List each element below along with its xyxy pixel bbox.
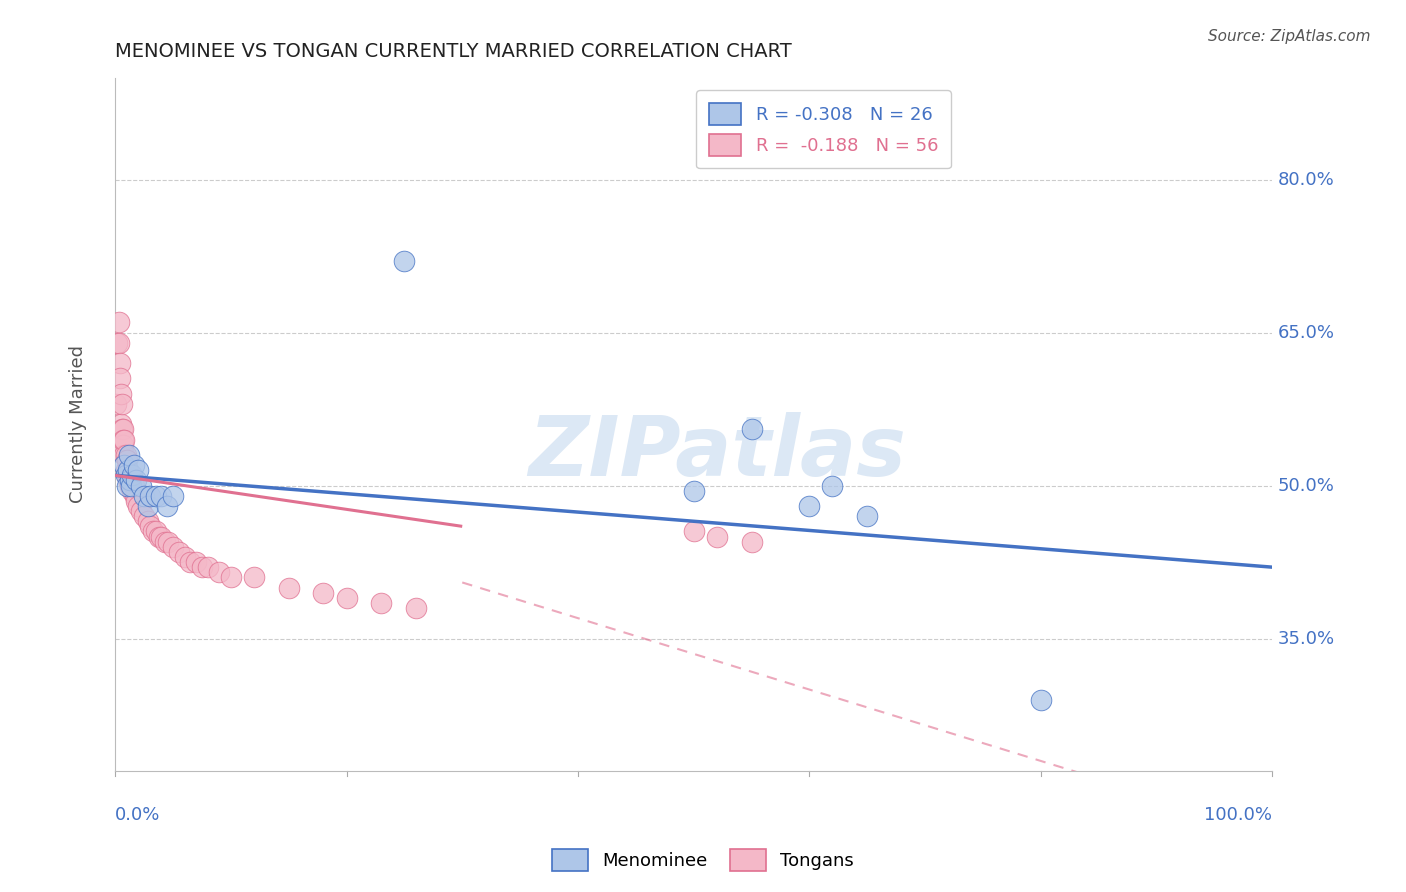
Point bbox=[114, 463, 136, 477]
Point bbox=[167, 545, 190, 559]
Text: 100.0%: 100.0% bbox=[1204, 805, 1272, 824]
Text: ZIPatlas: ZIPatlas bbox=[527, 411, 905, 492]
Point bbox=[127, 499, 149, 513]
Point bbox=[145, 489, 167, 503]
Point bbox=[115, 468, 138, 483]
Point bbox=[156, 499, 179, 513]
Point bbox=[142, 524, 165, 539]
Text: Source: ZipAtlas.com: Source: ZipAtlas.com bbox=[1208, 29, 1371, 44]
Point bbox=[208, 566, 231, 580]
Point bbox=[312, 585, 335, 599]
Point bbox=[132, 489, 155, 503]
Point bbox=[120, 474, 142, 488]
Point bbox=[162, 540, 184, 554]
Point bbox=[110, 417, 132, 432]
Point bbox=[112, 438, 135, 452]
Point bbox=[117, 474, 139, 488]
Point bbox=[821, 478, 844, 492]
Point bbox=[682, 483, 704, 498]
Text: 35.0%: 35.0% bbox=[1278, 630, 1336, 648]
Point bbox=[153, 534, 176, 549]
Point bbox=[405, 601, 427, 615]
Point bbox=[105, 397, 128, 411]
Point bbox=[114, 468, 136, 483]
Point bbox=[120, 468, 142, 483]
Point bbox=[150, 530, 173, 544]
Point bbox=[127, 463, 149, 477]
Point bbox=[856, 509, 879, 524]
Point bbox=[115, 453, 138, 467]
Point bbox=[108, 371, 131, 385]
Point bbox=[682, 524, 704, 539]
Point bbox=[107, 335, 129, 350]
Point bbox=[740, 422, 762, 436]
Point bbox=[124, 489, 146, 503]
Point bbox=[394, 254, 416, 268]
Point bbox=[157, 534, 180, 549]
Point bbox=[799, 499, 821, 513]
Point bbox=[1029, 692, 1052, 706]
Point bbox=[120, 478, 142, 492]
Point bbox=[110, 386, 132, 401]
Text: 80.0%: 80.0% bbox=[1278, 170, 1334, 188]
Point bbox=[219, 570, 242, 584]
Point bbox=[740, 534, 762, 549]
Text: 0.0%: 0.0% bbox=[115, 805, 160, 824]
Point bbox=[139, 519, 162, 533]
Point bbox=[117, 463, 139, 477]
Point bbox=[129, 478, 152, 492]
Point bbox=[129, 504, 152, 518]
Point bbox=[122, 458, 145, 472]
Point bbox=[111, 397, 134, 411]
Point bbox=[118, 448, 141, 462]
Point bbox=[112, 433, 135, 447]
Text: Currently Married: Currently Married bbox=[69, 345, 87, 503]
Legend: Menominee, Tongans: Menominee, Tongans bbox=[546, 842, 860, 879]
Point bbox=[107, 335, 129, 350]
Point bbox=[125, 474, 148, 488]
Point bbox=[136, 514, 159, 528]
Point bbox=[184, 555, 207, 569]
Point bbox=[112, 458, 135, 472]
Point bbox=[179, 555, 201, 569]
Point bbox=[107, 315, 129, 329]
Point bbox=[120, 478, 142, 492]
Point bbox=[145, 524, 167, 539]
Text: 65.0%: 65.0% bbox=[1278, 324, 1334, 342]
Legend: R = -0.308   N = 26, R =  -0.188   N = 56: R = -0.308 N = 26, R = -0.188 N = 56 bbox=[696, 90, 950, 169]
Point bbox=[243, 570, 266, 584]
Point bbox=[173, 549, 195, 564]
Text: MENOMINEE VS TONGAN CURRENTLY MARRIED CORRELATION CHART: MENOMINEE VS TONGAN CURRENTLY MARRIED CO… bbox=[115, 42, 792, 61]
Point bbox=[108, 356, 131, 370]
Point bbox=[112, 422, 135, 436]
Point bbox=[114, 448, 136, 462]
Point bbox=[125, 494, 148, 508]
Point bbox=[706, 530, 728, 544]
Point bbox=[118, 468, 141, 483]
Point bbox=[148, 530, 170, 544]
Text: 50.0%: 50.0% bbox=[1278, 476, 1334, 494]
Point bbox=[150, 489, 173, 503]
Point bbox=[122, 478, 145, 492]
Point bbox=[112, 448, 135, 462]
Point bbox=[139, 489, 162, 503]
Point bbox=[112, 433, 135, 447]
Point bbox=[121, 483, 143, 498]
Point bbox=[370, 596, 392, 610]
Point bbox=[111, 422, 134, 436]
Point bbox=[162, 489, 184, 503]
Point bbox=[335, 591, 357, 605]
Point bbox=[191, 560, 214, 574]
Point bbox=[136, 499, 159, 513]
Point bbox=[277, 581, 299, 595]
Point bbox=[115, 478, 138, 492]
Point bbox=[197, 560, 219, 574]
Point bbox=[132, 509, 155, 524]
Point bbox=[121, 468, 143, 483]
